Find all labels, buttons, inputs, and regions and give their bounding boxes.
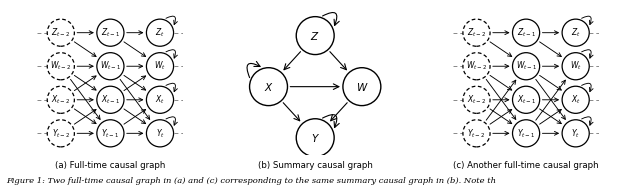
Text: $X$: $X$ xyxy=(264,81,273,93)
Text: $Y_t$: $Y_t$ xyxy=(572,127,580,140)
Text: $Y_{t-2}$: $Y_{t-2}$ xyxy=(467,127,486,140)
Text: (c) Another full-time causal graph: (c) Another full-time causal graph xyxy=(453,161,599,170)
Text: $Z_t$: $Z_t$ xyxy=(571,26,580,39)
Ellipse shape xyxy=(97,19,124,46)
Text: $Z_t$: $Z_t$ xyxy=(155,26,165,39)
Ellipse shape xyxy=(463,86,490,113)
Ellipse shape xyxy=(463,53,490,80)
Ellipse shape xyxy=(513,120,540,147)
Ellipse shape xyxy=(97,86,124,113)
Ellipse shape xyxy=(463,120,490,147)
Ellipse shape xyxy=(97,53,124,80)
Ellipse shape xyxy=(296,17,334,55)
Ellipse shape xyxy=(250,68,287,106)
Ellipse shape xyxy=(513,19,540,46)
Ellipse shape xyxy=(47,53,74,80)
Text: (a) Full-time causal graph: (a) Full-time causal graph xyxy=(55,161,166,170)
Text: $W_{t-2}$: $W_{t-2}$ xyxy=(466,60,487,73)
Ellipse shape xyxy=(147,19,173,46)
Text: $Z_{t-2}$: $Z_{t-2}$ xyxy=(51,26,70,39)
Text: $Y_{t-2}$: $Y_{t-2}$ xyxy=(52,127,70,140)
Text: $X_{t-2}$: $X_{t-2}$ xyxy=(467,94,486,106)
Text: $Y_{t-1}$: $Y_{t-1}$ xyxy=(517,127,535,140)
Text: $Z$: $Z$ xyxy=(310,30,320,42)
Text: $X_{t-2}$: $X_{t-2}$ xyxy=(51,94,70,106)
Ellipse shape xyxy=(463,19,490,46)
Ellipse shape xyxy=(513,86,540,113)
Text: $W$: $W$ xyxy=(356,81,368,93)
Ellipse shape xyxy=(343,68,381,106)
Ellipse shape xyxy=(513,53,540,80)
Text: $X_t$: $X_t$ xyxy=(155,94,165,106)
Text: (b) Summary causal graph: (b) Summary causal graph xyxy=(258,161,372,170)
Text: $W_{t-1}$: $W_{t-1}$ xyxy=(516,60,536,73)
Text: $X_{t-1}$: $X_{t-1}$ xyxy=(101,94,120,106)
Ellipse shape xyxy=(47,86,74,113)
Ellipse shape xyxy=(147,53,173,80)
Text: $Y_t$: $Y_t$ xyxy=(156,127,164,140)
Ellipse shape xyxy=(562,86,589,113)
Text: $W_t$: $W_t$ xyxy=(154,60,166,73)
Ellipse shape xyxy=(562,53,589,80)
Text: Figure 1: Two full-time causal graph in (a) and (c) corresponding to the same su: Figure 1: Two full-time causal graph in … xyxy=(6,177,497,185)
Ellipse shape xyxy=(97,120,124,147)
Ellipse shape xyxy=(147,86,173,113)
Text: $X_t$: $X_t$ xyxy=(571,94,580,106)
Ellipse shape xyxy=(296,119,334,157)
Text: $W_t$: $W_t$ xyxy=(570,60,582,73)
Text: $X_{t-1}$: $X_{t-1}$ xyxy=(516,94,536,106)
Text: $Z_{t-2}$: $Z_{t-2}$ xyxy=(467,26,486,39)
Text: $Y$: $Y$ xyxy=(310,132,320,144)
Ellipse shape xyxy=(147,120,173,147)
Ellipse shape xyxy=(562,120,589,147)
Text: $Z_{t-1}$: $Z_{t-1}$ xyxy=(101,26,120,39)
Text: $W_{t-2}$: $W_{t-2}$ xyxy=(51,60,71,73)
Text: $Y_{t-1}$: $Y_{t-1}$ xyxy=(101,127,120,140)
Ellipse shape xyxy=(47,120,74,147)
Ellipse shape xyxy=(47,19,74,46)
Ellipse shape xyxy=(562,19,589,46)
Text: $Z_{t-1}$: $Z_{t-1}$ xyxy=(516,26,536,39)
Text: $W_{t-1}$: $W_{t-1}$ xyxy=(100,60,121,73)
